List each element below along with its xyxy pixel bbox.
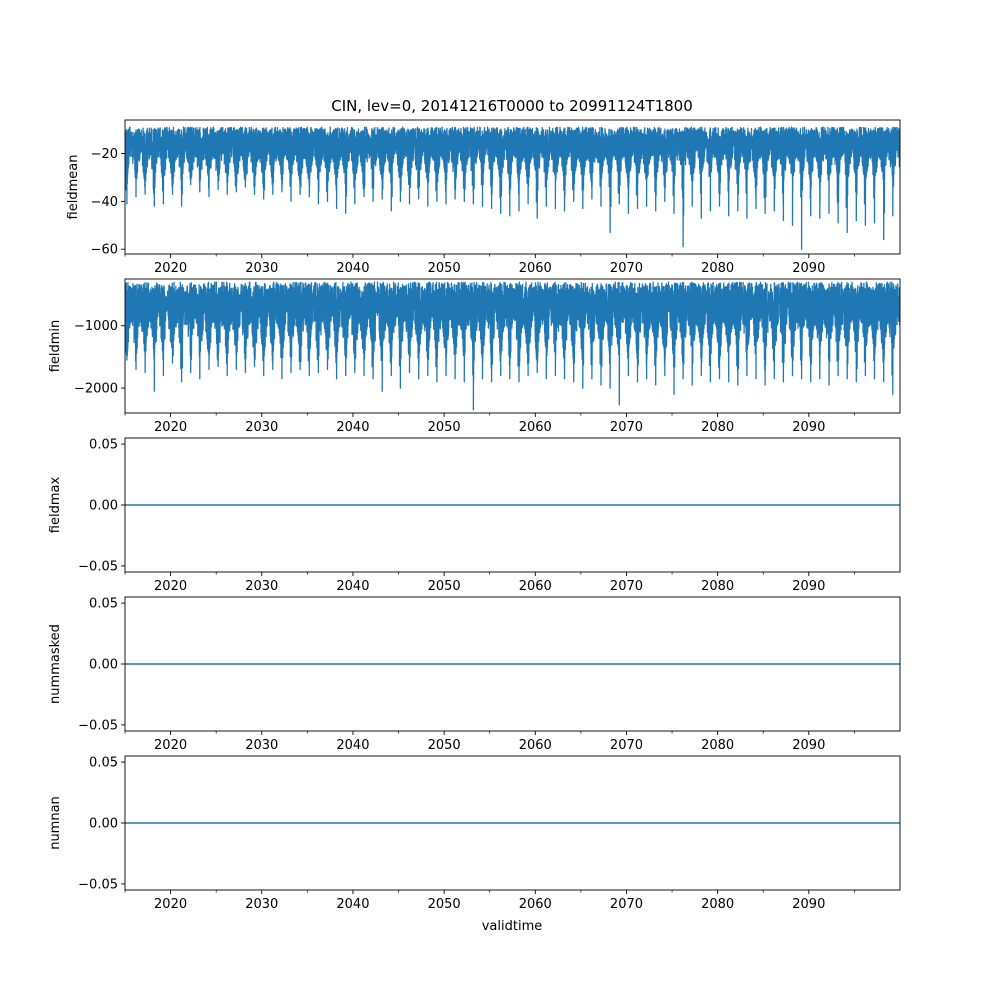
x-tick-label: 2060 — [519, 579, 552, 594]
y-axis-label: nummasked — [48, 624, 63, 704]
x-tick-label: 2080 — [701, 261, 734, 276]
subplot-fieldmin: 2020 2030 2040 2050 2060 2070 2080 2090 −2000 −10… — [48, 278, 901, 435]
x-tick-label: 2040 — [336, 579, 369, 594]
x-tick-label: 2030 — [245, 420, 278, 435]
x-tick-label: 2070 — [610, 738, 643, 753]
y-tick-label: 0.00 — [89, 499, 118, 514]
x-tick-label: 2070 — [610, 261, 643, 276]
y-tick-label: −1000 — [74, 319, 118, 334]
x-tick-label: 2050 — [428, 261, 461, 276]
x-tick-label: 2090 — [792, 261, 825, 276]
y-tick-label: 0.00 — [89, 817, 118, 832]
y-tick-label: −20 — [91, 147, 118, 162]
x-tick-label: 2090 — [792, 420, 825, 435]
y-axis-label: numnan — [48, 796, 63, 850]
y-tick-label: 0.05 — [89, 597, 118, 612]
x-tick-label: 2080 — [701, 420, 734, 435]
x-tick-label: 2030 — [245, 261, 278, 276]
x-tick-label: 2060 — [519, 261, 552, 276]
y-axis-label: fieldmax — [48, 477, 63, 534]
series-line-fieldmin — [125, 281, 900, 411]
x-tick-label: 2020 — [154, 420, 187, 435]
x-tick-label: 2050 — [428, 738, 461, 753]
y-tick-label: 0.05 — [89, 438, 118, 453]
x-tick-label: 2080 — [701, 738, 734, 753]
x-tick-label: 2060 — [519, 897, 552, 912]
y-axis-label: fieldmean — [66, 155, 81, 220]
y-tick-label: 0.05 — [89, 756, 118, 771]
x-tick-label: 2030 — [245, 579, 278, 594]
axes-frame — [124, 119, 901, 255]
x-tick-label: 2020 — [154, 579, 187, 594]
y-tick-label: −0.05 — [78, 877, 118, 892]
subplot-numnan: 2020 2030 2040 2050 2060 2070 2080 2090 −0.05 0.0… — [48, 755, 901, 912]
x-tick-label: 2050 — [428, 897, 461, 912]
y-tick-label: −60 — [91, 243, 118, 258]
y-tick-label: −0.05 — [78, 718, 118, 733]
x-tick-label: 2070 — [610, 897, 643, 912]
x-tick-label: 2030 — [245, 897, 278, 912]
y-tick-label: −2000 — [74, 382, 118, 397]
x-tick-label: 2050 — [428, 579, 461, 594]
subplot-fieldmax: 2020 2030 2040 2050 2060 2070 2080 2090 −0.05 0.0… — [48, 437, 901, 594]
x-axis-label: validtime — [482, 919, 543, 934]
x-tick-label: 2070 — [610, 420, 643, 435]
x-tick-label: 2080 — [701, 897, 734, 912]
y-tick-label: −40 — [91, 195, 118, 210]
y-tick-label: −0.05 — [78, 559, 118, 574]
chart-title: CIN, lev=0, 20141216T0000 to 20991124T18… — [331, 97, 693, 115]
x-tick-label: 2080 — [701, 579, 734, 594]
x-tick-label: 2020 — [154, 738, 187, 753]
x-tick-label: 2040 — [336, 420, 369, 435]
x-tick-label: 2070 — [610, 579, 643, 594]
subplot-fieldmean: 2020 2030 2040 2050 2060 2070 2080 2090 −60 −40 −2… — [66, 119, 901, 276]
x-tick-label: 2040 — [336, 261, 369, 276]
y-tick-label: 0.00 — [89, 658, 118, 673]
x-tick-label: 2060 — [519, 738, 552, 753]
subplot-nummasked: 2020 2030 2040 2050 2060 2070 2080 2090 −0.05 0.0… — [48, 596, 901, 753]
x-tick-label: 2090 — [792, 897, 825, 912]
x-tick-label: 2040 — [336, 897, 369, 912]
series-line-fieldmean — [125, 126, 900, 250]
subplot-stack: 2020 2030 2040 2050 2060 2070 2080 2090 −60 −40 −2… — [48, 119, 901, 912]
x-tick-label: 2090 — [792, 738, 825, 753]
x-tick-label: 2050 — [428, 420, 461, 435]
x-tick-label: 2030 — [245, 738, 278, 753]
x-tick-label: 2020 — [154, 897, 187, 912]
y-axis-label: fieldmin — [48, 320, 63, 373]
axes-frame — [124, 278, 901, 414]
x-tick-label: 2020 — [154, 261, 187, 276]
x-tick-label: 2060 — [519, 420, 552, 435]
x-tick-label: 2040 — [336, 738, 369, 753]
x-tick-label: 2090 — [792, 579, 825, 594]
